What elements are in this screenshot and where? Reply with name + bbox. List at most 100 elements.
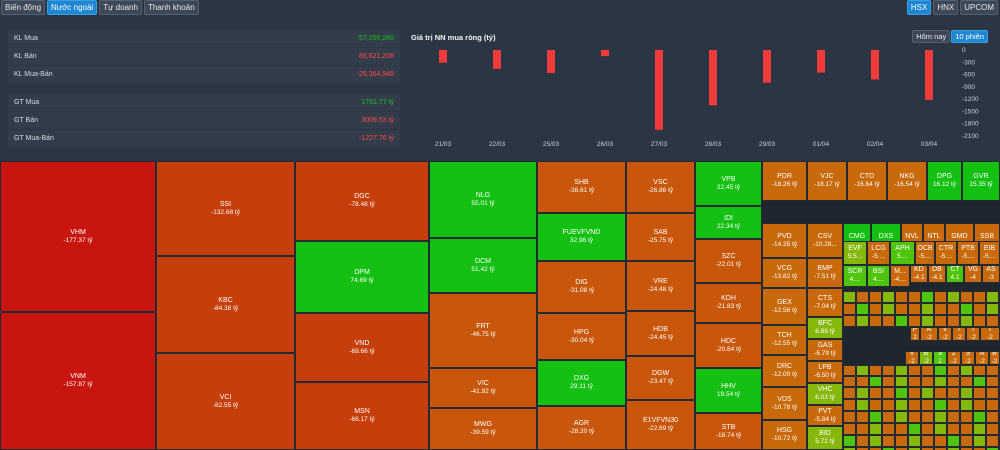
treemap-cell-small[interactable] xyxy=(960,376,973,387)
treemap-cell[interactable]: TCH -12.55 tỷ xyxy=(762,325,807,355)
treemap-cell[interactable]: VND -69.66 tỷ xyxy=(295,313,429,382)
treemap-cell[interactable]: DGW -23.47 tỷ xyxy=(626,356,695,400)
treemap-cell[interactable]: OCB -5.... xyxy=(915,241,935,265)
treemap-cell-small[interactable] xyxy=(973,435,986,447)
treemap-cell-small[interactable] xyxy=(908,399,921,411)
bar-21/03[interactable] xyxy=(439,50,447,63)
treemap-cell[interactable]: HDB -24.45 tỷ xyxy=(626,311,695,356)
treemap-cell[interactable]: VG -4 xyxy=(964,265,982,283)
treemap-cell-small[interactable] xyxy=(869,399,882,411)
treemap-cell-small[interactable] xyxy=(934,315,947,327)
treemap-cell[interactable]: FRT -46.75 tỷ xyxy=(429,293,537,368)
bar-01/04[interactable] xyxy=(817,50,825,73)
treemap-cell-small[interactable] xyxy=(856,303,869,315)
treemap-cell[interactable]: BMP -7.51 tỷ xyxy=(807,258,843,288)
treemap-cell-small[interactable] xyxy=(882,376,895,387)
bar-28/03[interactable] xyxy=(709,50,717,106)
treemap-cell[interactable]: VIC -41.92 tỷ xyxy=(429,368,537,408)
treemap-cell[interactable]: PVD -14.35 tỷ xyxy=(762,223,807,258)
treemap-cell[interactable]: DGC -78.48 tỷ xyxy=(295,161,429,241)
toggle-hom-nay[interactable]: Hôm nay xyxy=(912,30,951,43)
treemap-cell-small[interactable] xyxy=(960,435,973,447)
treemap-cell-small[interactable] xyxy=(895,423,908,435)
treemap-cell-small[interactable] xyxy=(947,435,960,447)
treemap-cell[interactable]: S -2 xyxy=(961,351,975,365)
treemap-cell[interactable]: EVF 5.5... xyxy=(843,241,867,265)
treemap-cell[interactable]: DIG -31.08 tỷ xyxy=(537,261,626,313)
treemap-cell-small[interactable] xyxy=(986,315,999,327)
treemap-cell[interactable]: SAB -25.75 tỷ xyxy=(626,213,695,261)
treemap-cell-small[interactable] xyxy=(895,376,908,387)
treemap-cell-small[interactable] xyxy=(843,387,856,399)
treemap-cell[interactable]: VHM -177.37 tỷ xyxy=(0,161,156,312)
treemap-cell[interactable]: GAS -6.79 tỷ xyxy=(807,339,843,361)
treemap-cell[interactable]: BID 5.72 tỷ xyxy=(807,426,843,450)
treemap-cell[interactable]: E1VFVN30 -22.69 tỷ xyxy=(626,400,695,450)
treemap-cell-small[interactable] xyxy=(908,315,921,327)
treemap-cell[interactable]: DB -4.1 xyxy=(928,265,946,283)
treemap-cell-small[interactable] xyxy=(856,399,869,411)
bar-03/04[interactable] xyxy=(925,50,933,100)
treemap-cell[interactable]: A -2 xyxy=(975,351,989,365)
treemap-cell-small[interactable] xyxy=(934,423,947,435)
treemap-cell-small[interactable] xyxy=(934,399,947,411)
treemap-cell-small[interactable] xyxy=(947,387,960,399)
treemap-cell-small[interactable] xyxy=(986,291,999,303)
treemap-cell-small[interactable] xyxy=(921,399,934,411)
treemap-cell-small[interactable] xyxy=(934,447,947,450)
treemap-cell-small[interactable] xyxy=(895,291,908,303)
bar-27/03[interactable] xyxy=(655,50,663,130)
bar-25/03[interactable] xyxy=(547,50,555,73)
treemap-cell[interactable]: CSV -10.28... xyxy=(807,223,843,258)
treemap-cell[interactable]: EIB -5.... xyxy=(979,241,1000,265)
treemap-cell-small[interactable] xyxy=(895,447,908,450)
treemap-cell-small[interactable] xyxy=(843,376,856,387)
treemap-cell-small[interactable] xyxy=(882,303,895,315)
treemap-cell-small[interactable] xyxy=(895,435,908,447)
treemap-cell-small[interactable] xyxy=(856,315,869,327)
treemap-cell-small[interactable] xyxy=(921,387,934,399)
treemap-cell-small[interactable] xyxy=(960,387,973,399)
toggle-10-phien[interactable]: 10 phiên xyxy=(951,30,988,43)
treemap-cell[interactable]: CTD -16.64 tỷ xyxy=(847,161,887,201)
treemap-cell[interactable]: AS -3 xyxy=(982,265,1000,283)
treemap-cell[interactable]: VNM -157.87 tỷ xyxy=(0,312,156,450)
treemap-cell[interactable]: T -2 xyxy=(980,327,1000,341)
treemap-cell-small[interactable] xyxy=(973,303,986,315)
treemap-cell[interactable]: DPG 16.12 tỷ xyxy=(927,161,962,201)
treemap-cell[interactable]: HHV 19.54 tỷ xyxy=(695,368,762,413)
treemap-cell[interactable]: HDC -20.64 tỷ xyxy=(695,323,762,368)
treemap-cell[interactable]: VCG -13.82 tỷ xyxy=(762,258,807,288)
treemap-cell-small[interactable] xyxy=(973,411,986,423)
treemap-cell-small[interactable] xyxy=(869,376,882,387)
treemap-cell-small[interactable] xyxy=(921,423,934,435)
treemap-cell-small[interactable] xyxy=(921,291,934,303)
treemap-cell-small[interactable] xyxy=(843,423,856,435)
treemap-cell-small[interactable] xyxy=(986,411,999,423)
bar-29/03[interactable] xyxy=(763,50,771,83)
treemap-cell-small[interactable] xyxy=(947,365,960,376)
treemap-cell[interactable]: AGR -28.20 tỷ xyxy=(537,406,626,450)
treemap-cell-small[interactable] xyxy=(869,435,882,447)
treemap-cell[interactable]: PTB -5.... xyxy=(957,241,979,265)
treemap-cell-small[interactable] xyxy=(908,387,921,399)
treemap-cell[interactable]: VJC -18.17 tỷ xyxy=(807,161,847,201)
treemap-cell-small[interactable] xyxy=(947,423,960,435)
treemap-cell[interactable]: V -2 xyxy=(938,327,952,341)
treemap-cell[interactable]: VDS -10.78 tỷ xyxy=(762,387,807,420)
treemap-cell[interactable]: B -2 xyxy=(989,351,1000,365)
tab-bien-dong[interactable]: Biến động xyxy=(1,0,46,15)
treemap-cell-small[interactable] xyxy=(921,447,934,450)
treemap-cell[interactable]: NLG 55.01 tỷ xyxy=(429,161,537,238)
treemap-cell-small[interactable] xyxy=(869,447,882,450)
treemap-cell[interactable]: CTS -7.04 tỷ xyxy=(807,288,843,317)
treemap-cell-small[interactable] xyxy=(947,376,960,387)
treemap-cell-small[interactable] xyxy=(869,291,882,303)
treemap-cell[interactable]: PVT -5.84 tỷ xyxy=(807,405,843,426)
treemap-cell-small[interactable] xyxy=(843,303,856,315)
bar-02/04[interactable] xyxy=(871,50,879,80)
treemap-cell-small[interactable] xyxy=(960,399,973,411)
treemap-cell[interactable]: I -2 xyxy=(952,327,966,341)
tab-tu-doanh[interactable]: Tự doanh xyxy=(99,0,142,15)
